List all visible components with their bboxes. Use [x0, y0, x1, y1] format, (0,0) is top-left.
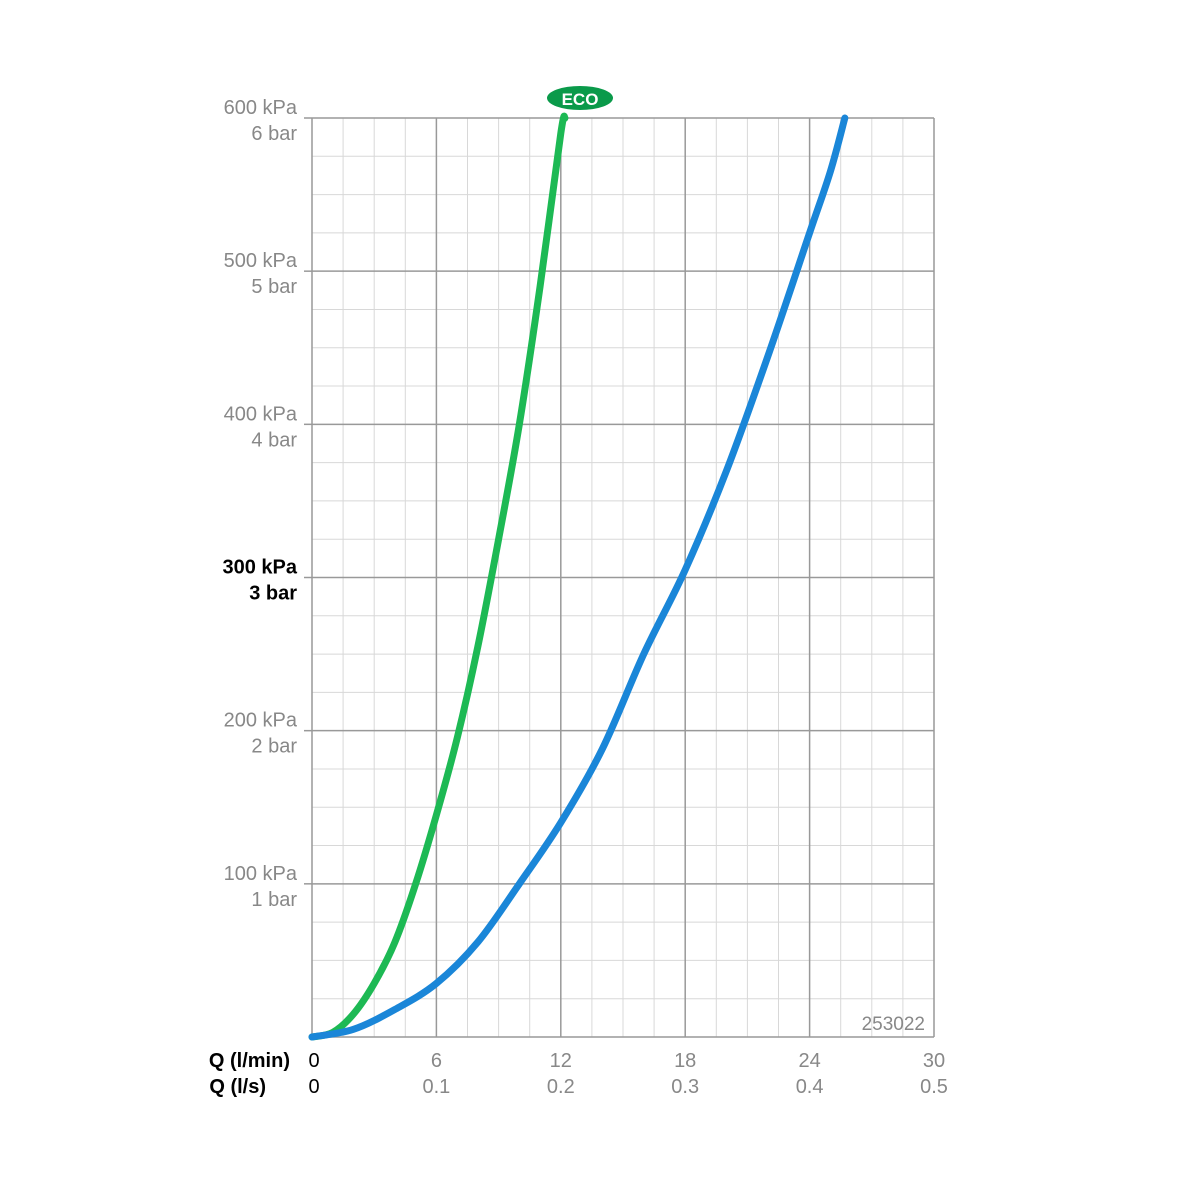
y-tick-label-kpa: 200 kPa: [224, 710, 298, 732]
x-tick-label-ls: 0.5: [920, 1076, 948, 1098]
eco-badge: ECO: [547, 86, 613, 110]
x-tick-label-lmin: 6: [431, 1050, 442, 1072]
y-tick-label-kpa: 500 kPa: [224, 250, 298, 272]
grid-major: [304, 117, 935, 1038]
x-tick-label-lmin: 12: [550, 1050, 572, 1072]
x-axis-label-ls: Q (l/s): [209, 1076, 266, 1098]
curves: [308, 112, 849, 1041]
x-tick-label-ls: 0.3: [671, 1076, 699, 1098]
x-tick-label-ls: 0: [308, 1076, 319, 1098]
y-tick-label-bar: 2 bar: [251, 736, 297, 758]
x-tick-label-ls: 0.2: [547, 1076, 575, 1098]
x-tick-label-ls: 0.4: [796, 1076, 824, 1098]
x-tick-label-lmin: 30: [923, 1050, 945, 1072]
eco-badge-shape: [547, 86, 613, 110]
y-tick-label-bar: 4 bar: [251, 429, 297, 451]
x-tick-label-lmin: 0: [308, 1050, 319, 1072]
x-tick-label-ls: 0.1: [422, 1076, 450, 1098]
y-tick-label-kpa: 400 kPa: [224, 403, 298, 425]
series-line-standard: [308, 114, 849, 1041]
y-tick-label-bar: 5 bar: [251, 276, 297, 298]
x-tick-label-lmin: 18: [674, 1050, 696, 1072]
y-tick-label-kpa: 600 kPa: [224, 97, 298, 119]
eco-badge-label: ECO: [562, 90, 599, 109]
x-axis-ticks: 0 0 6 0.1 12 0.2 18 0.3 24 0.4 30 0.5: [308, 1050, 947, 1098]
y-tick-label-kpa: 300 kPa: [222, 557, 297, 579]
x-tick-label-lmin: 24: [798, 1050, 820, 1072]
y-tick-label-bar: 1 bar: [251, 889, 297, 911]
x-axis-label-lmin: Q (l/min): [209, 1050, 290, 1072]
product-code: 253022: [862, 1014, 925, 1035]
y-tick-label-kpa: 100 kPa: [224, 863, 298, 885]
series-line-eco: [308, 112, 569, 1041]
y-tick-label-bar: 6 bar: [251, 123, 297, 145]
y-tick-label-bar: 3 bar: [249, 583, 297, 605]
y-axis-ticks: 100 kPa 1 bar 200 kPa 2 bar 300 kPa 3 bar 400 …: [222, 97, 297, 911]
